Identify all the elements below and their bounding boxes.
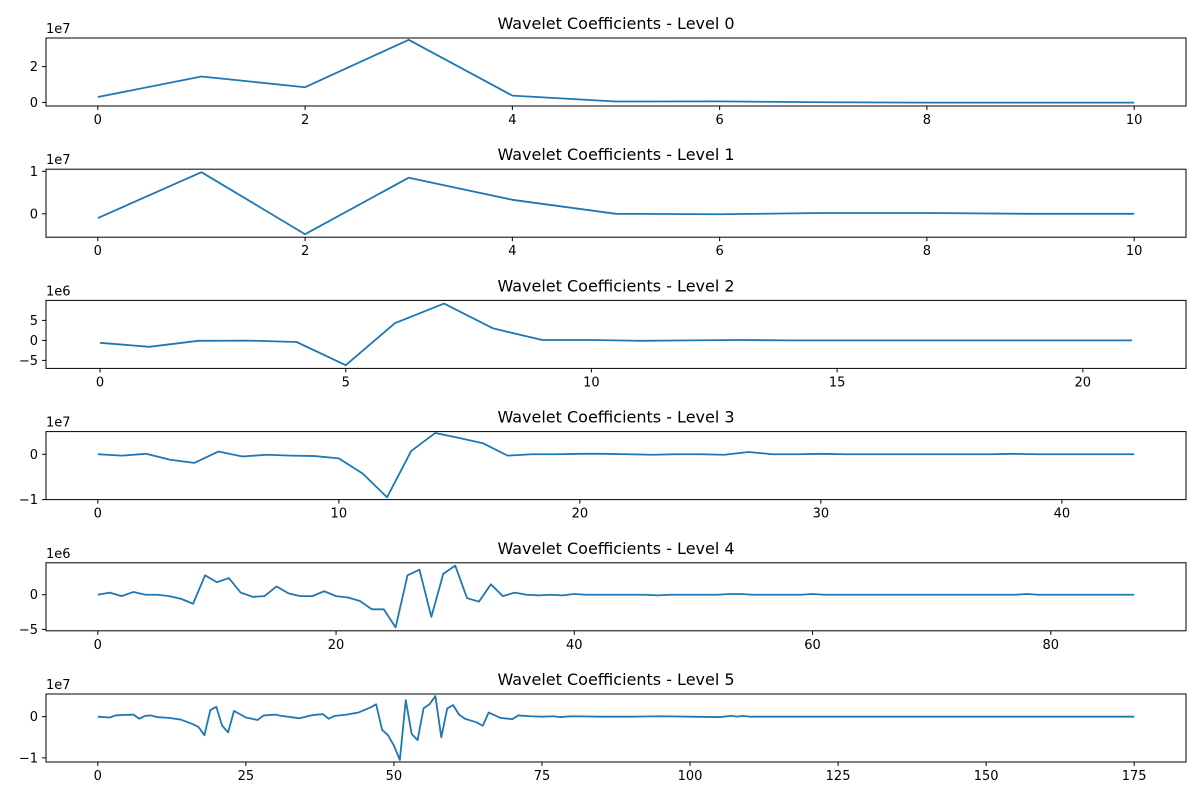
x-tick-label: 2 bbox=[301, 244, 309, 259]
x-tick-label: 80 bbox=[1043, 638, 1060, 653]
x-tick-label: 20 bbox=[328, 638, 345, 653]
series-line bbox=[97, 38, 1135, 104]
x-tick-label: 10 bbox=[583, 375, 600, 390]
subplot-title: Wavelet Coefficients - Level 4 bbox=[497, 539, 734, 558]
subplot-level-4: Wavelet Coefficients - Level 4 1e6 0 20 40 60… bbox=[19, 539, 1187, 653]
x-tick-label: 4 bbox=[508, 244, 516, 259]
y-tick-label: −5 bbox=[19, 354, 38, 369]
axes-frame bbox=[45, 431, 1187, 501]
x-tick-label: 0 bbox=[94, 113, 102, 128]
axes-frame bbox=[45, 37, 1187, 107]
y-tick-label: 0 bbox=[30, 96, 38, 111]
series-line bbox=[97, 171, 1135, 236]
y-offset-label: 1e6 bbox=[46, 547, 71, 562]
x-tick-label: 20 bbox=[1075, 375, 1092, 390]
subplot-title: Wavelet Coefficients - Level 5 bbox=[497, 670, 734, 689]
x-tick-label: 4 bbox=[508, 113, 516, 128]
x-tick-label: 60 bbox=[804, 638, 821, 653]
x-tick-label: 8 bbox=[923, 244, 931, 259]
x-tick-label: 10 bbox=[331, 507, 348, 522]
y-tick-label: 0 bbox=[30, 448, 38, 463]
x-tick-label: 0 bbox=[96, 375, 104, 390]
y-tick-label: 0 bbox=[30, 334, 38, 349]
x-tick-label: 0 bbox=[94, 769, 102, 784]
axes-frame bbox=[45, 299, 1187, 369]
x-tick-label: 30 bbox=[813, 507, 830, 522]
series-line bbox=[97, 564, 1135, 629]
axes-frame bbox=[45, 168, 1187, 238]
subplot-title: Wavelet Coefficients - Level 3 bbox=[497, 408, 734, 427]
series-line bbox=[97, 695, 1135, 761]
x-tick-label: 125 bbox=[826, 769, 851, 784]
y-offset-label: 1e6 bbox=[46, 284, 71, 299]
x-tick-label: 150 bbox=[974, 769, 999, 784]
x-tick-label: 25 bbox=[238, 769, 255, 784]
axes-frame bbox=[45, 693, 1187, 763]
x-tick-label: 0 bbox=[94, 244, 102, 259]
subplot-title: Wavelet Coefficients - Level 0 bbox=[497, 14, 734, 33]
x-tick-label: 50 bbox=[386, 769, 403, 784]
x-tick-label: 10 bbox=[1126, 113, 1143, 128]
x-tick-label: 175 bbox=[1122, 769, 1147, 784]
y-tick-label: −5 bbox=[19, 623, 38, 638]
subplot-level-3: Wavelet Coefficients - Level 3 1e7 0 10 20 30… bbox=[19, 408, 1187, 522]
y-offset-label: 1e7 bbox=[46, 416, 71, 431]
y-tick-label: −1 bbox=[19, 493, 38, 508]
series-line bbox=[97, 432, 1135, 499]
y-tick-label: 5 bbox=[30, 314, 38, 329]
x-tick-label: 2 bbox=[301, 113, 309, 128]
x-tick-label: 6 bbox=[715, 113, 723, 128]
subplot-level-5: Wavelet Coefficients - Level 5 1e7 0 25 50 75… bbox=[19, 670, 1187, 784]
y-tick-label: 1 bbox=[30, 165, 38, 180]
subplot-level-2: Wavelet Coefficients - Level 2 1e6 0 5 10 15 2… bbox=[19, 276, 1187, 390]
y-offset-label: 1e7 bbox=[46, 153, 71, 168]
x-tick-label: 8 bbox=[923, 113, 931, 128]
y-tick-label: 0 bbox=[30, 588, 38, 603]
x-tick-label: 15 bbox=[829, 375, 846, 390]
y-tick-label: −1 bbox=[19, 751, 38, 766]
series-line bbox=[99, 302, 1132, 367]
axes-frame bbox=[45, 562, 1187, 632]
x-tick-label: 10 bbox=[1126, 244, 1143, 259]
y-offset-label: 1e7 bbox=[46, 22, 71, 37]
subplot-title: Wavelet Coefficients - Level 2 bbox=[497, 276, 734, 295]
y-offset-label: 1e7 bbox=[46, 678, 71, 693]
x-tick-label: 40 bbox=[566, 638, 583, 653]
x-tick-label: 40 bbox=[1054, 507, 1071, 522]
x-tick-label: 0 bbox=[94, 638, 102, 653]
y-tick-label: 0 bbox=[30, 207, 38, 222]
x-tick-label: 75 bbox=[534, 769, 551, 784]
x-tick-label: 5 bbox=[342, 375, 350, 390]
x-tick-label: 20 bbox=[572, 507, 589, 522]
subplot-level-0: Wavelet Coefficients - Level 0 1e7 0 2 4 6 8 10… bbox=[30, 14, 1187, 128]
x-tick-label: 0 bbox=[94, 507, 102, 522]
y-tick-label: 0 bbox=[30, 710, 38, 725]
x-tick-label: 100 bbox=[678, 769, 703, 784]
subplot-title: Wavelet Coefficients - Level 1 bbox=[497, 145, 734, 164]
y-tick-label: 2 bbox=[30, 60, 38, 75]
x-tick-label: 6 bbox=[715, 244, 723, 259]
